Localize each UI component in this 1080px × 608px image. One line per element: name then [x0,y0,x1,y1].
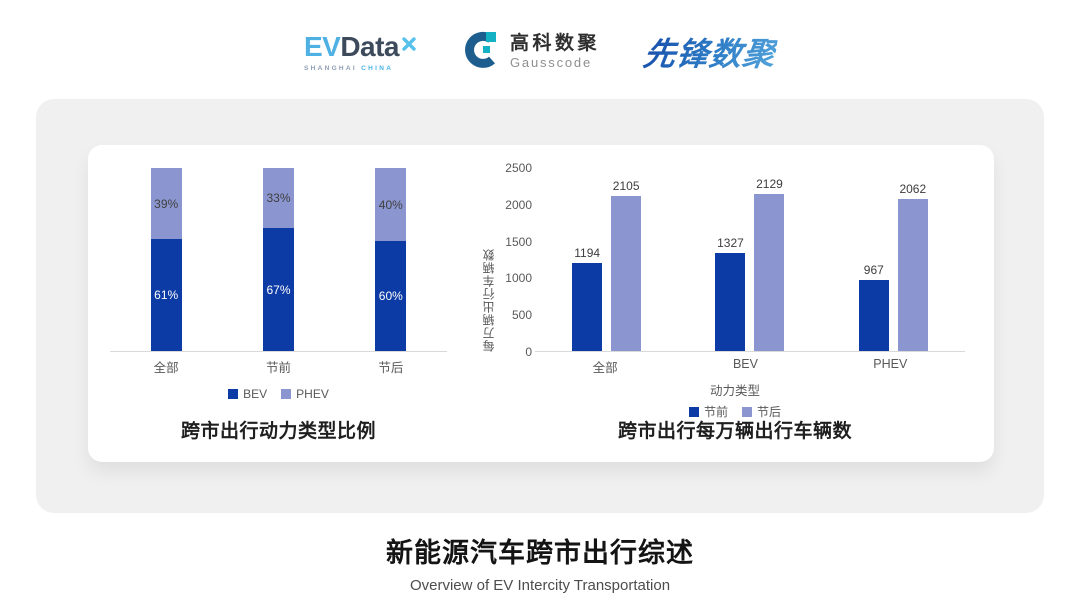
evdata-sub-shanghai: SHANGHAI [303,64,358,72]
legend-label: PHEV [296,387,329,401]
charts-card: 39% 61% 33% 67% 40% 60% 全部 节前 节后 BEV PHEV 跨市出行动力… [88,145,994,462]
legend-label: 节前 [703,405,728,419]
y-tick-label: 2500 [505,161,532,175]
page-subtitle: Overview of EV Intercity Transportation [409,577,671,594]
gausscode-en-name: Gausscode [510,55,592,71]
legend-swatch [688,406,699,417]
header-logo-bar: EV Data SHANGHAI CHINA 高科数聚 Gausscode 先锋数… [0,20,1080,84]
bar [715,253,746,351]
gausscode-logo: 高科数聚 Gausscode [461,30,600,75]
value-label: 1194 [574,246,601,261]
bar [754,194,785,351]
right-category-row: 全部 BEV PHEV [535,357,965,376]
gray-panel: 39% 61% 33% 67% 40% 60% 全部 节前 节后 BEV PHEV 跨市出行动力… [36,99,1044,513]
bev-segment: 67% [262,228,294,351]
category-label: 全部 [153,361,179,375]
x-axis-label: 动力类型 [709,384,760,398]
phev-segment: 39% [150,168,182,240]
legend-swatch [228,389,239,399]
phev-segment: 40% [375,168,407,242]
value-label: 1327 [717,236,744,251]
y-tick-label: 500 [511,308,532,323]
legend-item: PHEV [281,387,329,401]
bev-segment: 61% [150,239,182,351]
gausscode-g-icon [461,30,501,75]
grouped-plot: 1194 2105 1327 2129 967 2062 [535,168,965,352]
bar-group: 1327 2129 [715,177,785,351]
gausscode-cn-name: 高科数聚 [510,33,601,55]
legend-item: 节后 [742,403,781,420]
left-category-row: 全部 节前 节后 [110,357,447,376]
evdata-sub-china: CHINA [361,64,394,72]
y-axis-ticks: 0 500 1000 1500 2000 2500 [494,161,532,359]
bar-column: 967 [858,262,889,351]
bar-column: 2062 [897,182,928,351]
bar-column: 1194 [572,246,603,351]
y-tick-label: 1000 [505,271,532,286]
stacked-plot: 39% 61% 33% 67% 40% 60% [110,168,447,352]
legend-swatch [281,389,292,399]
right-chart-title: 跨市出行每万辆出行车辆数 [617,421,852,442]
footer: 新能源汽车跨市出行综述 Overview of EV Intercity Tra… [0,531,1080,594]
xianfeng-shuju-logo: 先锋数聚 [641,29,779,75]
bar [611,196,642,351]
bar-group: 1194 2105 [572,179,642,351]
stacked-bar: 40% 60% [375,168,407,351]
left-chart-title: 跨市出行动力类型比例 [180,421,376,442]
category-label: 全部 [592,361,618,375]
bar [897,199,928,351]
category-label: 节后 [378,361,404,375]
stacked-bar: 39% 61% [150,168,182,351]
legend-label: 节后 [757,405,782,419]
bar-column: 1327 [715,236,746,351]
bar [858,279,889,351]
value-label: 2129 [756,177,783,192]
right-legend: 节前 节后 [520,403,950,420]
value-label: 2062 [899,182,927,197]
phev-segment: 33% [262,168,294,229]
grouped-bar-chart: 每万辆出行车辆数 0 500 1000 1500 2000 2500 1194 2105 13… [480,145,990,462]
value-label: 967 [863,262,884,277]
category-label: PHEV [873,357,908,371]
evdata-propeller-icon [401,29,417,57]
category-label: 节前 [265,361,291,375]
bar-group: 967 2062 [858,182,928,351]
bev-segment: 60% [375,241,407,351]
legend-item: BEV [228,387,267,401]
evdata-logo-ev-text: EV [303,30,341,62]
stacked-percent-chart: 39% 61% 33% 67% 40% 60% 全部 节前 节后 BEV PHEV 跨市出行动力… [110,145,450,462]
value-label: 2105 [612,179,640,194]
legend-label: BEV [243,387,268,401]
bar [572,263,603,351]
stacked-bar: 33% 67% [262,168,294,351]
bar-column: 2129 [754,177,785,351]
legend-swatch [742,406,752,417]
category-label: BEV [732,357,758,371]
y-tick-label: 1500 [505,234,532,249]
page-title: 新能源汽车跨市出行综述 [386,538,694,568]
bar-column: 2105 [611,179,642,351]
legend-item: 节前 [688,403,728,420]
left-legend: BEV PHEV [110,387,447,401]
evdata-logo-data-text: Data [340,30,400,62]
y-tick-label: 0 [525,345,532,359]
evdata-logo: EV Data SHANGHAI CHINA [303,30,417,72]
y-tick-label: 2000 [505,197,532,212]
